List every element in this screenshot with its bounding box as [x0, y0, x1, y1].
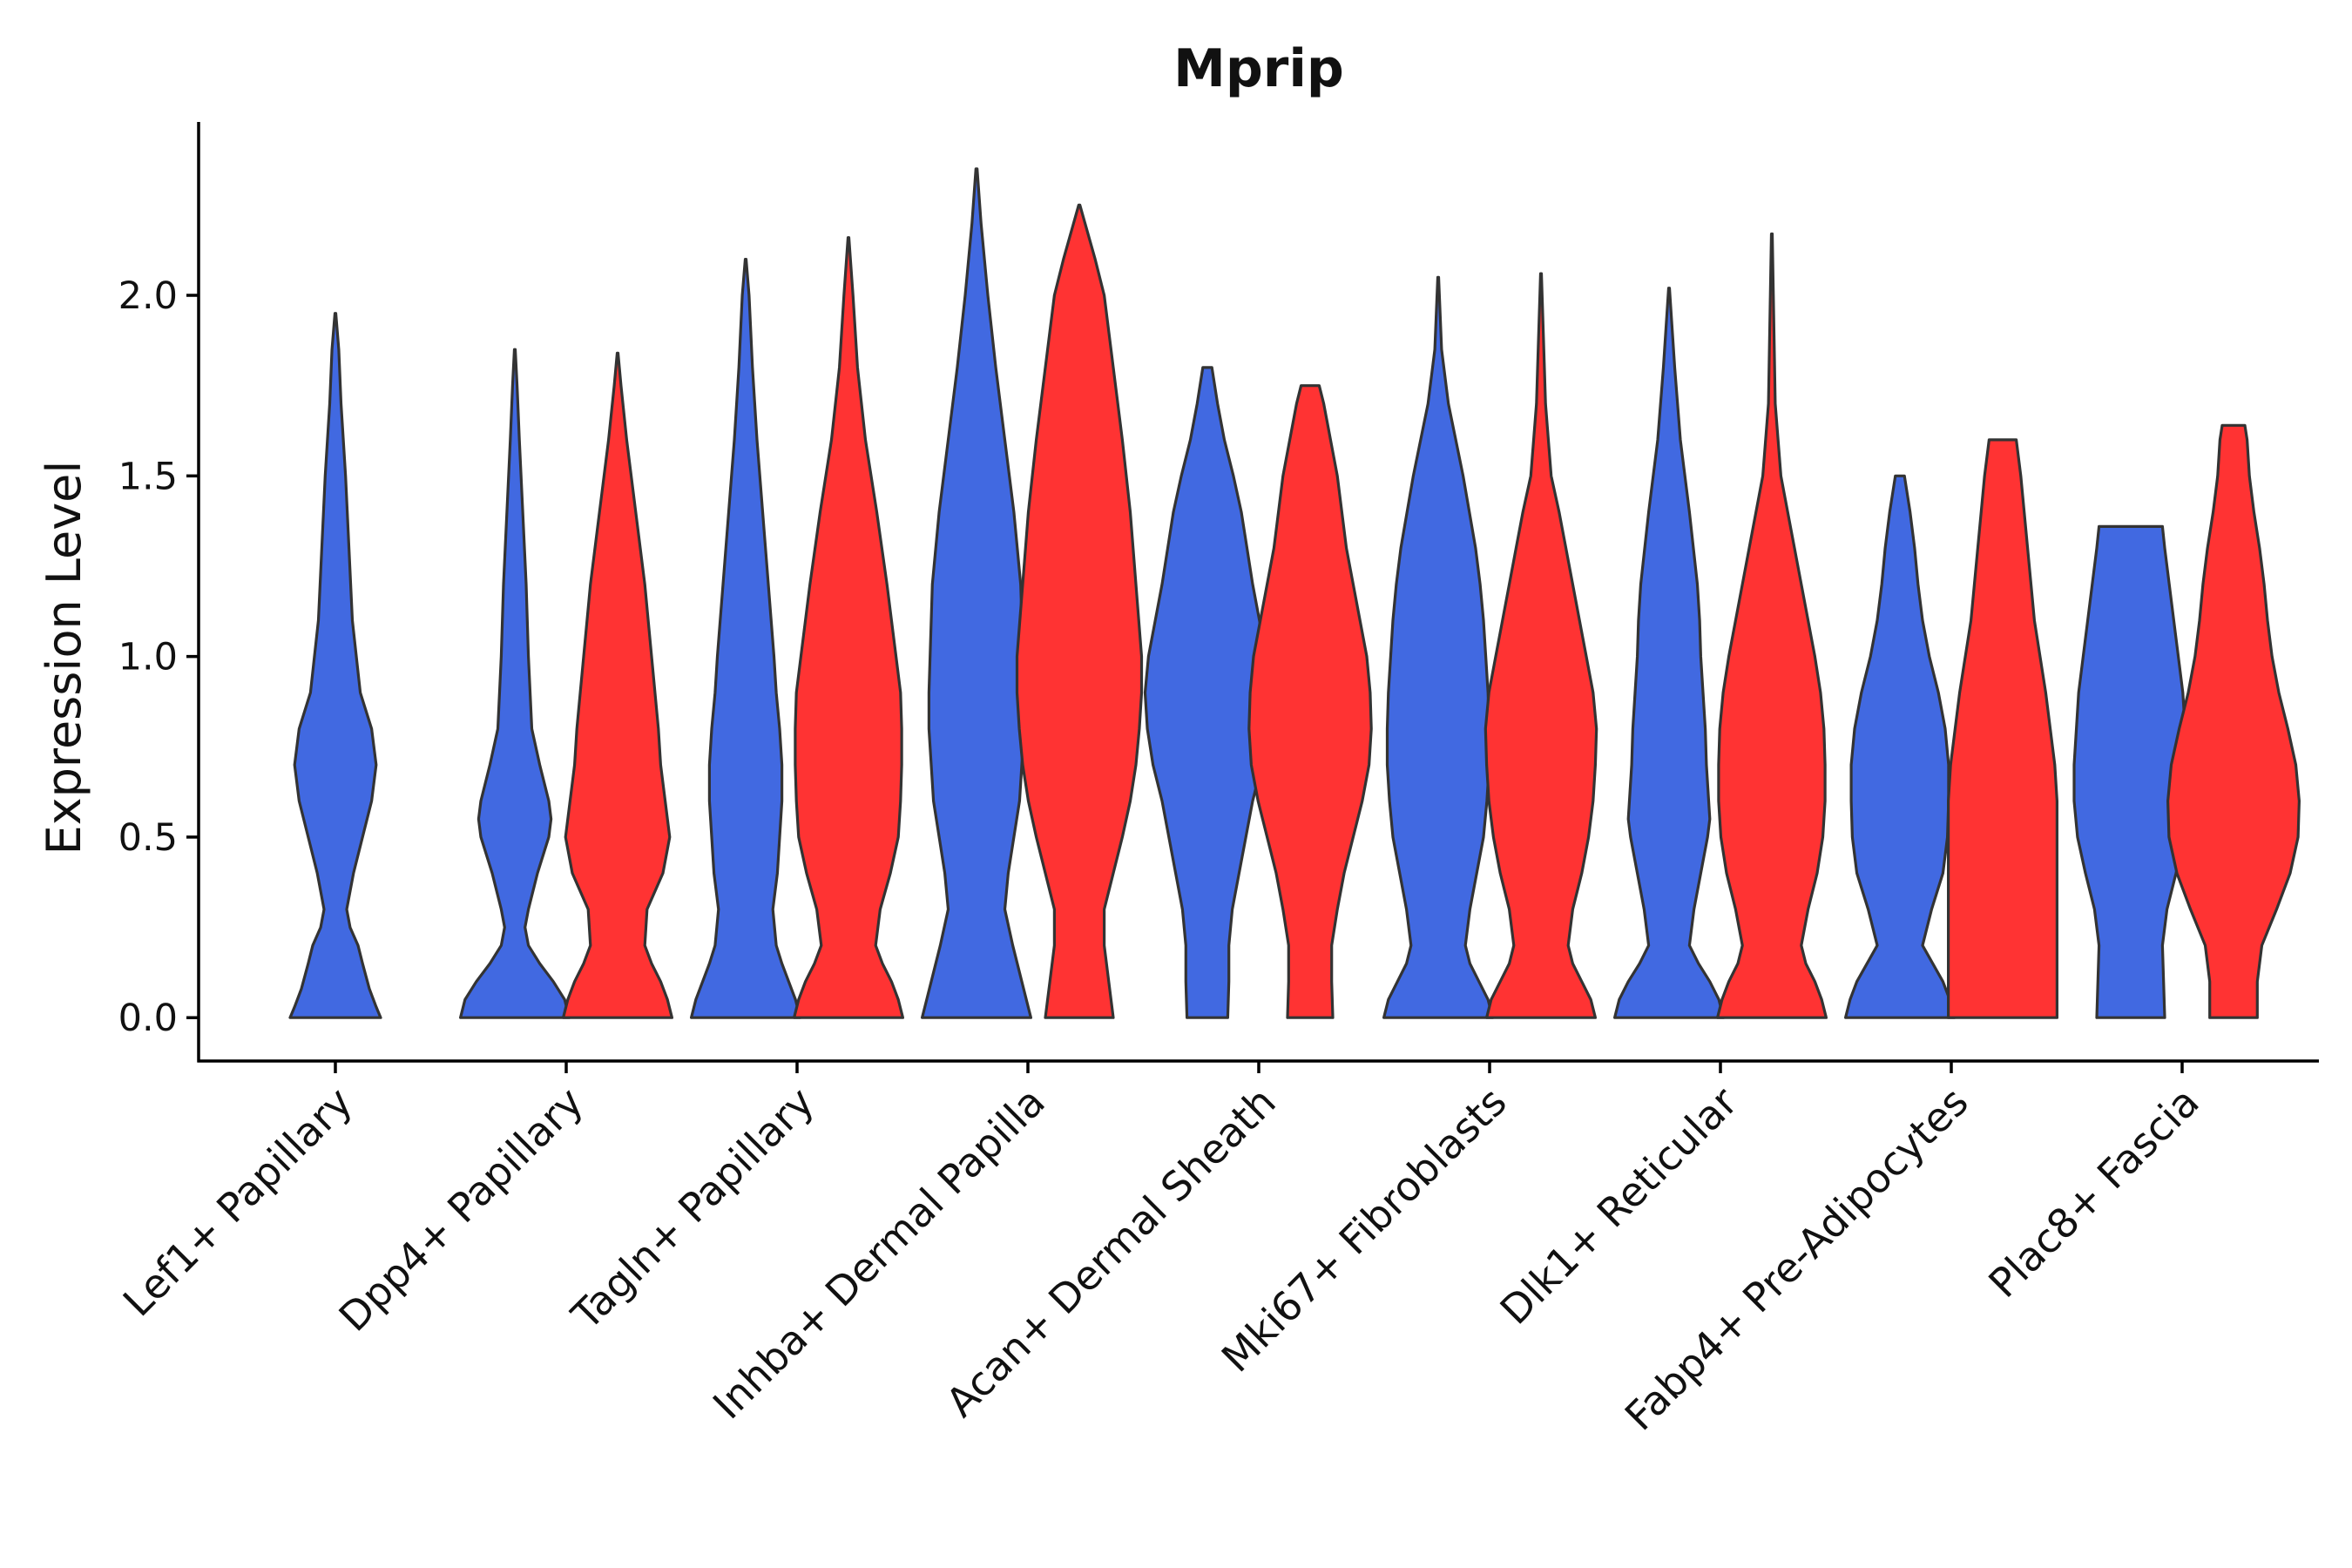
violin-blue-2 — [690, 258, 801, 1019]
violin-red-2 — [793, 236, 904, 1019]
y-tick-label: 2.0 — [118, 274, 178, 318]
y-tick-label: 1.0 — [118, 636, 178, 679]
y-tick-label: 1.5 — [118, 455, 178, 498]
x-tick-label: Dpp4+ Papillary — [330, 1078, 592, 1341]
violin-blue-0 — [288, 312, 382, 1019]
chart-title: Mprip — [1173, 38, 1344, 99]
violin-blue-3 — [921, 167, 1032, 1019]
violin-red-6 — [1716, 232, 1828, 1019]
y-axis-label: Expression Level — [37, 461, 91, 855]
violin-blue-7 — [1844, 474, 1956, 1019]
violin-blue-5 — [1382, 275, 1494, 1019]
x-tick-label: Lef1+ Papillary — [114, 1078, 362, 1326]
violin-red-5 — [1484, 272, 1598, 1019]
violin-blue-1 — [459, 348, 571, 1019]
x-tick-label: Dlk1+ Reticular — [1491, 1078, 1747, 1334]
violin-red-8 — [2166, 423, 2301, 1019]
violin-red-4 — [1247, 384, 1373, 1019]
violin-red-1 — [562, 351, 673, 1019]
x-tick-label: Tagln+ Papillary — [562, 1078, 823, 1340]
y-tick-label: 0.0 — [118, 997, 178, 1040]
violin-red-7 — [1947, 438, 2058, 1019]
violins-layer — [288, 167, 2301, 1019]
violin-red-3 — [1015, 203, 1144, 1019]
violin-blue-6 — [1613, 287, 1725, 1019]
y-tick-label: 0.5 — [118, 816, 178, 860]
violin-blue-4 — [1143, 366, 1272, 1019]
x-tick-label: Plac8+ Fascia — [1979, 1078, 2207, 1307]
